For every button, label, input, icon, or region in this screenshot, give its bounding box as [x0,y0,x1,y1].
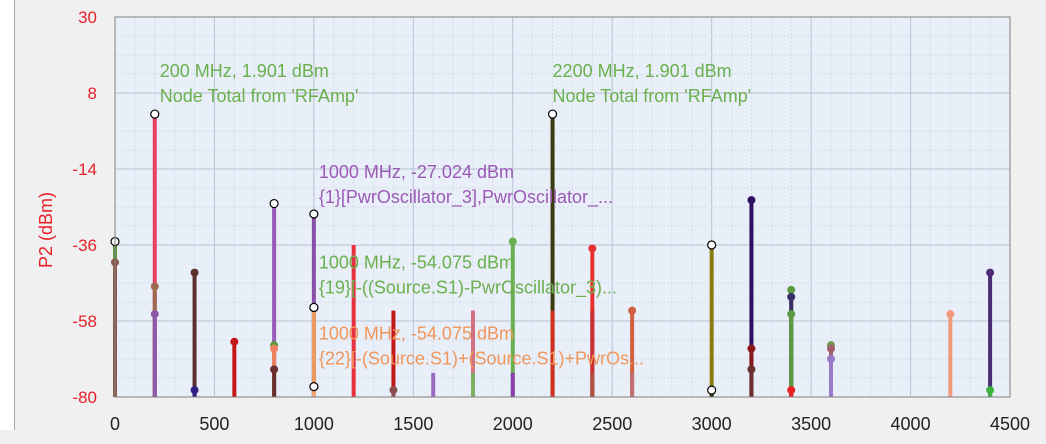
x-tick-label: 4000 [891,414,931,434]
stem-marker [747,196,756,205]
x-tick-label: 0 [110,414,120,434]
stem-marker-open [309,382,319,392]
y-tick-label: -14 [72,160,97,179]
stem-marker [986,268,995,277]
x-tick-labels: 0 500 1000 1500 2000 2500 3000 3500 4000 4500 [110,414,1030,434]
stem-marker [787,310,796,319]
stem-marker-open [150,109,160,119]
x-tick-label: 2500 [592,414,632,434]
x-tick-label: 1500 [393,414,433,434]
stem-marker [150,310,159,319]
stem-marker [747,344,756,353]
stem-marker [230,337,239,346]
annotations: 200 MHz, 1.901 dBm Node Total from 'RFAmp… [160,61,751,368]
stem-marker [747,365,756,374]
stem-marker-open [309,209,319,219]
stem-marker [787,285,796,294]
stem-marker [190,386,199,395]
stem-marker [787,292,796,301]
annotation-line2: Node Total from 'RFAmp' [160,86,359,106]
stem-marker [946,310,955,319]
annotation-line2: {22}[-(Source.S1)+(Source.S1)+PwrOs... [319,348,644,368]
x-tick-label: 4500 [990,414,1030,434]
x-tick-label: 3000 [692,414,732,434]
stem-marker-open [309,302,319,313]
x-tick-label: 3500 [791,414,831,434]
stem-marker [787,386,796,395]
annotation: 1000 MHz, -54.075 dBm {22}[-(Source.S1)+(… [319,323,644,368]
y-tick-label: -36 [72,236,97,255]
y-tick-label: 8 [88,84,97,103]
stem-marker [508,237,517,246]
stem-marker [827,344,835,353]
annotation: 1000 MHz, -27.024 dBm {1}[PwrOscillator_3… [319,162,613,208]
annotation-line1: 1000 MHz, -27.024 dBm [319,162,514,182]
y-axis-label: P2 (dBm) [36,192,56,268]
annotation: 200 MHz, 1.901 dBm Node Total from 'RFAmp… [160,61,359,106]
stem-marker [986,386,995,395]
stem-marker-open [707,240,717,250]
stem-marker [389,386,398,395]
annotation-line1: 2200 MHz, 1.901 dBm [553,61,732,81]
stem-marker-open [707,385,717,395]
stem-marker [827,355,835,363]
plot-border [114,16,1011,398]
y-tick-label: -58 [72,312,97,331]
stem-marker [150,282,159,291]
annotation: 2200 MHz, 1.901 dBm Node Total from 'RFAm… [553,61,752,106]
stem-marker [588,244,597,253]
y-tick-labels: 30 8 -14 -36 -58 -80 [72,8,97,407]
annotation: 1000 MHz, -54.075 dBm {19}[-((Source.S1)-… [319,252,617,298]
stem-marker-open [269,198,279,209]
x-tick-label: 500 [199,414,229,434]
x-tick-label: 2000 [493,414,533,434]
stem-marker [628,306,637,315]
left-panel [0,0,15,430]
annotation-line1: 200 MHz, 1.901 dBm [160,61,329,81]
y-tick-label: -80 [72,388,97,407]
annotation-line1: 1000 MHz, -54.075 dBm [319,252,514,272]
annotation-line2: {19}[-((Source.S1)-PwrOscillator_3)... [319,277,617,298]
annotation-line2: Node Total from 'RFAmp' [553,86,752,106]
stem-marker [270,344,279,353]
stem-marker [190,268,199,277]
annotation-line1: 1000 MHz, -54.075 dBm [319,323,514,343]
stem-marker-open [547,109,558,119]
annotation-line2: {1}[PwrOscillator_3],PwrOscillator_... [319,187,613,208]
x-tick-label: 1000 [294,414,334,434]
stem-marker [270,365,279,374]
y-tick-label: 30 [78,8,97,27]
